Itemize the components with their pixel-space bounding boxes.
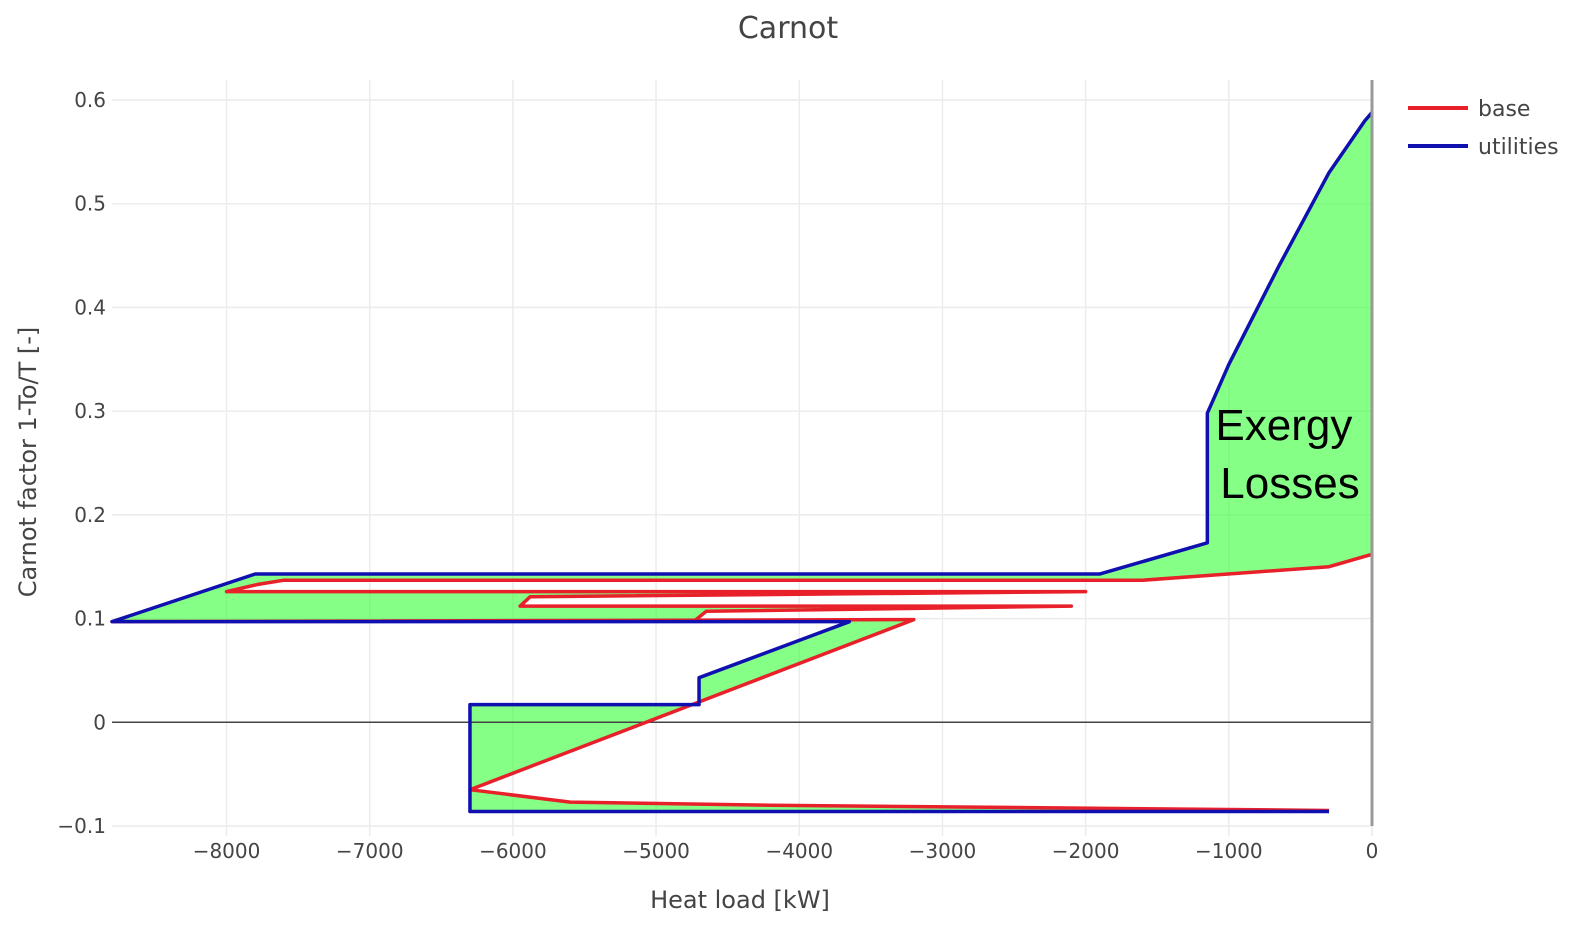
annotation-line-2: Losses xyxy=(1220,459,1359,508)
x-tick-label-5: −3000 xyxy=(909,839,977,863)
legend-item-base[interactable]: base xyxy=(1408,97,1530,122)
legend-item-utilities[interactable]: utilities xyxy=(1408,135,1559,160)
exergy-loss-fill xyxy=(112,112,1372,812)
series-lines xyxy=(110,111,1374,814)
y-tick-label-4: 0.3 xyxy=(74,399,106,423)
annotation-line-1: Exergy xyxy=(1215,401,1352,450)
y-tick-labels: −0.1 0 0.1 0.2 0.3 0.4 0.5 0.6 xyxy=(57,88,106,838)
y-tick-label-3: 0.2 xyxy=(74,503,106,527)
series-line-utilities xyxy=(110,111,1374,814)
x-tick-labels: −8000 −7000 −6000 −5000 −4000 −3000 −2000 −1000… xyxy=(193,839,1379,863)
y-tick-label-6: 0.5 xyxy=(74,192,106,216)
y-tick-label-2: 0.1 xyxy=(74,607,106,631)
legend-label-base: base xyxy=(1478,97,1530,122)
y-tick-label-1: 0 xyxy=(93,710,106,734)
x-tick-label-4: −4000 xyxy=(765,839,833,863)
x-tick-label-8: 0 xyxy=(1366,839,1379,863)
exergy-fill-area xyxy=(112,112,1372,812)
x-tick-label-6: −2000 xyxy=(1052,839,1120,863)
legend-label-utilities: utilities xyxy=(1478,135,1559,160)
x-tick-label-3: −5000 xyxy=(622,839,690,863)
y-tick-label-0: −0.1 xyxy=(57,814,106,838)
y-tick-label-7: 0.6 xyxy=(74,88,106,112)
x-tick-label-2: −6000 xyxy=(479,839,547,863)
y-tick-label-5: 0.4 xyxy=(74,295,106,319)
legend[interactable]: base utilities xyxy=(1408,97,1559,160)
x-tick-label-0: −8000 xyxy=(193,839,261,863)
exergy-losses-annotation: Exergy Losses xyxy=(1215,401,1364,508)
x-tick-label-7: −1000 xyxy=(1195,839,1263,863)
y-axis-title: Carnot factor 1-To/T [-] xyxy=(14,327,42,598)
x-tick-label-1: −7000 xyxy=(336,839,404,863)
x-axis-title: Heat load [kW] xyxy=(650,886,830,914)
chart-title: Carnot xyxy=(738,11,839,46)
